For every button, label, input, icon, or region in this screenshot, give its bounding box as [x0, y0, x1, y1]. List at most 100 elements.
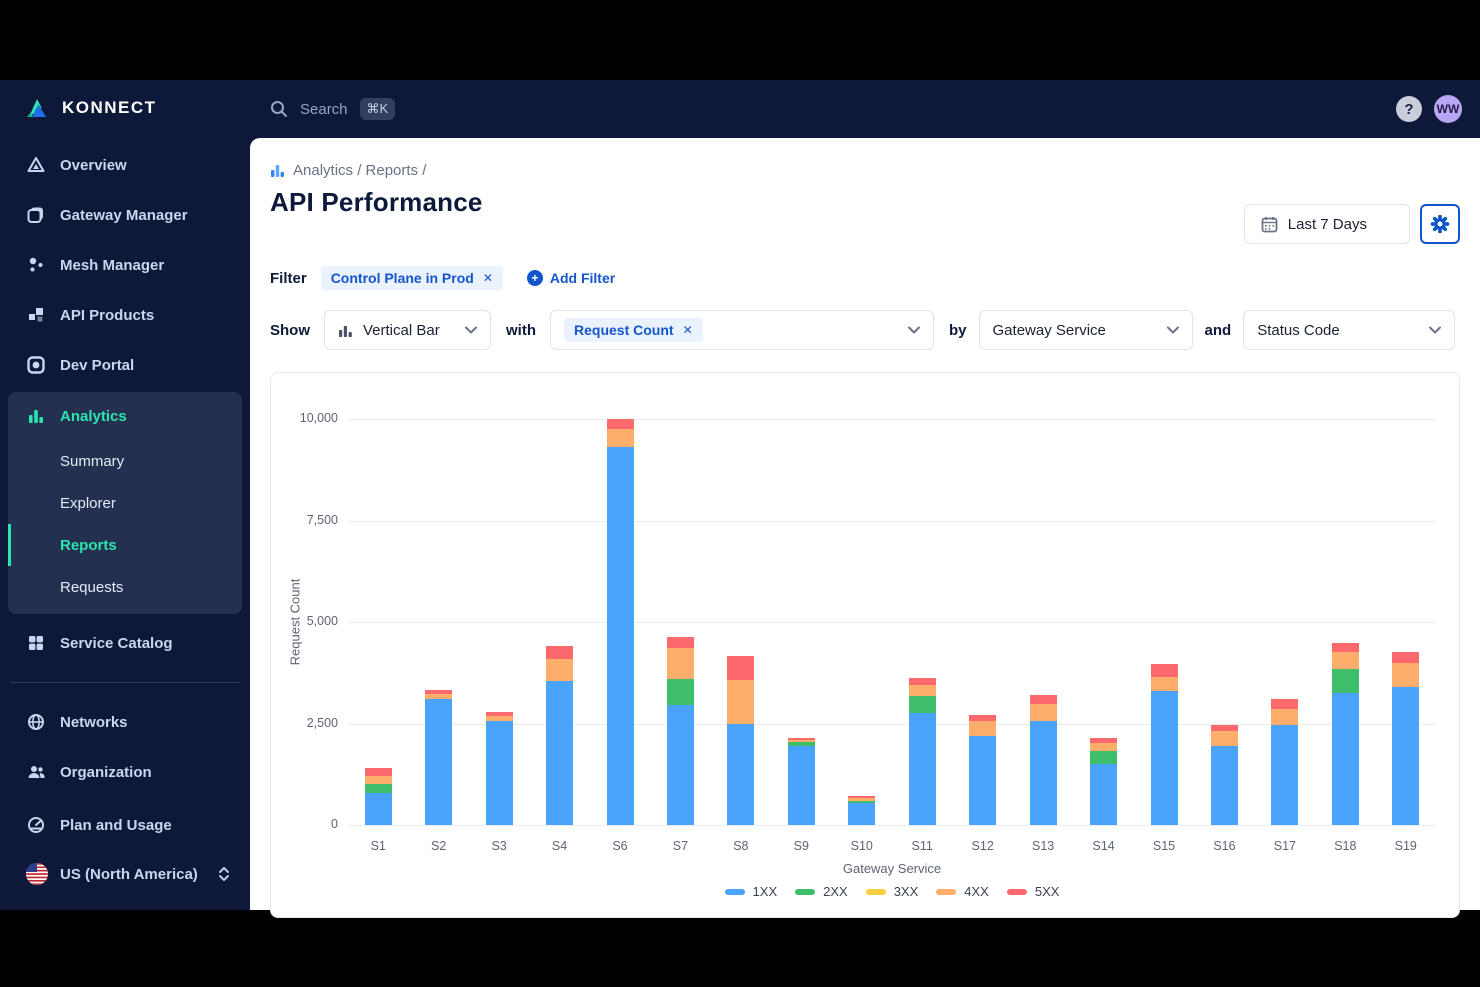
bar-S1-5XX[interactable] — [364, 768, 392, 777]
bar-S8-5XX[interactable] — [727, 656, 755, 681]
bar-S15-4XX[interactable] — [1150, 676, 1178, 691]
bar-S1-4XX[interactable] — [364, 776, 392, 784]
legend-item-5XX[interactable]: 5XX — [1006, 884, 1059, 899]
filter-chip[interactable]: Control Plane in Prod ✕ — [320, 266, 503, 290]
sidebar-item-requests[interactable]: Requests — [8, 566, 242, 608]
sidebar-item-overview[interactable]: Overview — [0, 140, 250, 190]
sidebar-item-api-products[interactable]: API Products — [0, 290, 250, 340]
bar-S3-5XX[interactable] — [485, 712, 513, 717]
bar-S15-1XX[interactable] — [1150, 691, 1178, 825]
legend-item-3XX[interactable]: 3XX — [865, 884, 918, 899]
sidebar-item-organization[interactable]: Organization — [0, 747, 250, 797]
bar-S12-4XX[interactable] — [969, 721, 997, 736]
bar-S16-4XX[interactable] — [1210, 731, 1238, 746]
bar-S17-1XX[interactable] — [1271, 724, 1299, 825]
bar-S14-4XX[interactable] — [1090, 742, 1118, 751]
sidebar-item-analytics[interactable]: Analytics — [8, 392, 242, 440]
bar-S10-5XX[interactable] — [848, 795, 876, 798]
sidebar-item-networks[interactable]: Networks — [0, 697, 250, 747]
bar-S3-1XX[interactable] — [485, 721, 513, 825]
help-button[interactable]: ? — [1396, 96, 1422, 122]
add-filter-button[interactable]: + Add Filter — [526, 270, 615, 286]
region-selector[interactable]: US (North America) — [0, 850, 250, 898]
bar-S17-5XX[interactable] — [1271, 699, 1299, 709]
bar-S16-5XX[interactable] — [1210, 725, 1238, 732]
metric-chip[interactable]: Request Count ✕ — [564, 318, 703, 342]
legend-item-2XX[interactable]: 2XX — [795, 884, 848, 899]
bar-S18-1XX[interactable] — [1331, 693, 1359, 825]
bar-S2-4XX[interactable] — [425, 693, 453, 700]
bar-S18-2XX[interactable] — [1331, 668, 1359, 694]
sidebar-item-label: Networks — [60, 713, 128, 731]
settings-button[interactable] — [1420, 204, 1460, 244]
sidebar-item-service-catalog[interactable]: Service Catalog — [0, 618, 250, 668]
bar-S7-1XX[interactable] — [666, 705, 694, 825]
bar-S1-1XX[interactable] — [364, 792, 392, 825]
sidebar: KONNECT Overview Gateway Manager Mesh Ma… — [0, 80, 250, 910]
bar-S10-4XX[interactable] — [848, 797, 876, 802]
date-range-button[interactable]: Last 7 Days — [1243, 204, 1410, 244]
bar-S9-5XX[interactable] — [787, 737, 815, 740]
bar-S10-2XX[interactable] — [848, 801, 876, 804]
sidebar-item-mesh-manager[interactable]: Mesh Manager — [0, 240, 250, 290]
bar-S8-4XX[interactable] — [727, 680, 755, 725]
bar-S15-5XX[interactable] — [1150, 663, 1178, 677]
sidebar-item-explorer[interactable]: Explorer — [8, 482, 242, 524]
bar-S2-5XX[interactable] — [425, 690, 453, 694]
bar-S6-1XX[interactable] — [606, 447, 634, 825]
bar-S7-5XX[interactable] — [666, 637, 694, 649]
bar-S4-1XX[interactable] — [546, 680, 574, 825]
bar-S3-4XX[interactable] — [485, 716, 513, 722]
bar-S9-2XX[interactable] — [787, 742, 815, 746]
bar-S6-5XX[interactable] — [606, 419, 634, 430]
bar-S14-2XX[interactable] — [1090, 750, 1118, 765]
bar-S7-4XX[interactable] — [666, 648, 694, 679]
bar-S2-1XX[interactable] — [425, 699, 453, 825]
remove-filter-icon[interactable]: ✕ — [482, 271, 493, 285]
bar-S13-5XX[interactable] — [1029, 695, 1057, 704]
logo[interactable]: KONNECT — [0, 80, 250, 136]
bar-S19-5XX[interactable] — [1392, 652, 1420, 664]
bar-S18-4XX[interactable] — [1331, 651, 1359, 669]
bar-S1-2XX[interactable] — [364, 783, 392, 793]
sidebar-item-dev-portal[interactable]: Dev Portal — [0, 340, 250, 390]
avatar[interactable]: WW — [1434, 95, 1462, 123]
metric-multiselect[interactable]: Request Count ✕ — [550, 310, 934, 350]
group-by-select[interactable]: Gateway Service — [978, 310, 1193, 350]
sidebar-item-reports[interactable]: Reports — [8, 524, 242, 566]
bar-S11-4XX[interactable] — [908, 685, 936, 697]
bar-S10-1XX[interactable] — [848, 803, 876, 825]
breadcrumb[interactable]: Analytics / Reports / — [270, 162, 483, 179]
bar-S9-1XX[interactable] — [787, 745, 815, 825]
bar-S14-5XX[interactable] — [1090, 737, 1118, 743]
bar-S8-1XX[interactable] — [727, 724, 755, 825]
search-input[interactable]: Search ⌘K — [270, 98, 396, 120]
split-by-select[interactable]: Status Code — [1243, 310, 1456, 350]
remove-metric-icon[interactable]: ✕ — [682, 323, 693, 337]
sidebar-item-plan-and-usage[interactable]: Plan and Usage — [0, 800, 250, 850]
bar-S12-5XX[interactable] — [969, 714, 997, 722]
bar-S19-4XX[interactable] — [1392, 663, 1420, 687]
bar-S19-1XX[interactable] — [1392, 686, 1420, 825]
bar-S13-4XX[interactable] — [1029, 704, 1057, 722]
bar-S14-1XX[interactable] — [1090, 764, 1118, 825]
bar-S6-4XX[interactable] — [606, 429, 634, 448]
bar-S13-1XX[interactable] — [1029, 721, 1057, 825]
bar-S16-1XX[interactable] — [1210, 745, 1238, 825]
bar-S4-4XX[interactable] — [546, 659, 574, 681]
sidebar-item-gateway-manager[interactable]: Gateway Manager — [0, 190, 250, 240]
bar-S11-1XX[interactable] — [908, 713, 936, 825]
bar-S4-5XX[interactable] — [546, 645, 574, 660]
sidebar-item-summary[interactable]: Summary — [8, 440, 242, 482]
bar-S17-4XX[interactable] — [1271, 708, 1299, 725]
legend-item-4XX[interactable]: 4XX — [936, 884, 989, 899]
bar-S11-2XX[interactable] — [908, 696, 936, 714]
bar-S12-1XX[interactable] — [969, 735, 997, 825]
legend-item-1XX[interactable]: 1XX — [724, 884, 777, 899]
bar-S7-2XX[interactable] — [666, 678, 694, 706]
bar-S9-4XX[interactable] — [787, 739, 815, 743]
bar-S18-5XX[interactable] — [1331, 643, 1359, 652]
bar-S11-5XX[interactable] — [908, 678, 936, 686]
gridline — [348, 622, 1436, 623]
chart-type-select[interactable]: Vertical Bar — [324, 310, 491, 350]
